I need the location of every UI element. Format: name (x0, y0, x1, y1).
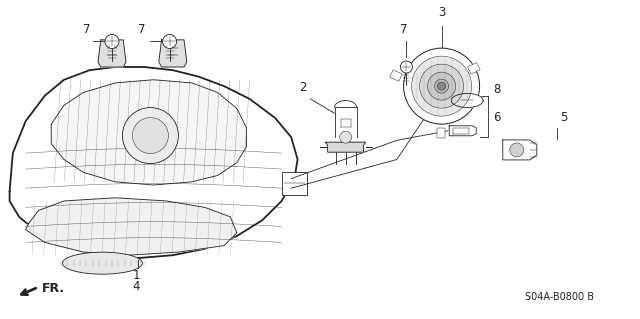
Polygon shape (449, 126, 476, 136)
Circle shape (401, 61, 412, 73)
Circle shape (435, 79, 449, 93)
Circle shape (122, 108, 179, 164)
Text: S04A-B0800 B: S04A-B0800 B (525, 292, 594, 302)
Ellipse shape (63, 252, 143, 274)
Polygon shape (326, 142, 365, 152)
Text: 7: 7 (138, 24, 145, 36)
Bar (390, 70, 402, 81)
Polygon shape (98, 40, 126, 67)
Bar (468, 63, 480, 74)
Text: 2: 2 (300, 81, 307, 94)
Bar (282, 172, 307, 195)
Text: 4: 4 (132, 280, 140, 293)
Text: 8: 8 (493, 83, 500, 95)
Polygon shape (51, 80, 246, 185)
Circle shape (132, 118, 168, 153)
Text: 3: 3 (438, 6, 446, 19)
Polygon shape (335, 107, 356, 137)
Polygon shape (159, 40, 187, 67)
Circle shape (438, 82, 445, 90)
Circle shape (404, 48, 479, 124)
Circle shape (105, 34, 119, 48)
Circle shape (420, 64, 463, 108)
Text: 7: 7 (83, 24, 91, 36)
Circle shape (510, 143, 524, 157)
Polygon shape (451, 93, 483, 108)
Bar (436, 128, 445, 138)
Text: 6: 6 (493, 111, 500, 124)
Circle shape (412, 56, 472, 116)
Circle shape (163, 34, 177, 48)
Text: 1: 1 (132, 269, 140, 282)
Text: 7: 7 (400, 24, 408, 36)
Polygon shape (26, 198, 237, 255)
Circle shape (340, 131, 351, 143)
Polygon shape (503, 140, 537, 160)
Polygon shape (10, 67, 298, 258)
Text: FR.: FR. (42, 282, 65, 295)
Text: 5: 5 (560, 111, 568, 124)
Circle shape (428, 72, 456, 100)
